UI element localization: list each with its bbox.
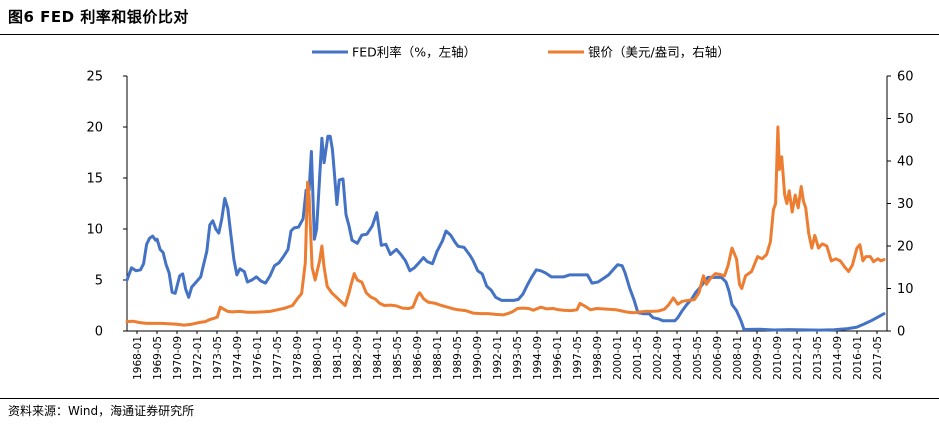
x-tick-label: 1990-09 [472,336,484,380]
x-tick-label: 2005-05 [692,336,704,380]
y-left-tick-label: 20 [86,121,103,136]
fed-rate-line [125,134,886,332]
chart-axes: 0 5 10 15 20 25 0 10 20 30 40 50 60 1968-01 1969-05 197… [86,70,913,380]
y-left-tick-label: 15 [86,172,103,187]
x-tick-label: 1998-09 [592,336,604,380]
x-tick-label: 1968-01 [132,336,144,380]
x-tick-label: 1997-05 [572,336,584,380]
x-tick-label: 1974-09 [232,336,244,380]
chart-series [125,125,886,332]
x-tick-label: 1978-09 [292,336,304,380]
x-tick-label: 1981-05 [332,336,344,380]
y-right-tick-label: 40 [897,155,914,170]
x-tick-label: 2006-09 [712,336,724,380]
x-tick-label: 1969-05 [152,336,164,380]
x-tick-label: 1989-05 [452,336,464,380]
x-tick-label: 1972-01 [192,336,204,380]
source-note: 资料来源：Wind，海通证券研究所 [8,404,195,418]
x-tick-label: 1985-05 [392,336,404,380]
x-tick-label: 1973-05 [212,336,224,380]
x-tick-label: 2002-09 [652,336,664,380]
fed-vs-silver-chart: 0 5 10 15 20 25 0 10 20 30 40 50 60 1968-01 1969-05 197… [86,45,913,380]
x-tick-label: 1980-01 [312,336,324,380]
chart-legend: FED利率（%，左轴） 银价（美元/盎司，右轴） [312,45,730,60]
figure-title: 图6 FED 利率和银价比对 [8,8,189,26]
y-right-tick-label: 60 [897,70,914,85]
legend-fed-rate-label: FED利率（%，左轴） [352,45,476,60]
title-divider [0,34,939,35]
x-tick-label: 1977-05 [272,336,284,380]
y-left-tick-label: 10 [86,223,103,238]
x-tick-label: 1986-09 [412,336,424,380]
y-left-tick-label: 5 [95,274,103,289]
x-tick-label: 1996-01 [552,336,564,380]
x-tick-label: 2004-01 [672,336,684,380]
x-tick-label: 2013-05 [812,336,824,380]
x-tick-label: 2014-09 [832,336,844,380]
x-tick-label: 2010-09 [772,336,784,380]
x-tick-label: 2012-01 [792,336,804,380]
y-right-tick-label: 50 [897,112,914,127]
x-tick-label: 1988-01 [432,336,444,380]
x-tick-label: 1976-01 [252,336,264,380]
x-tick-label: 2001-05 [632,336,644,380]
x-tick-label: 2000-01 [612,336,624,380]
y-left-tick-label: 25 [86,70,103,85]
source-divider [0,398,939,399]
legend-silver-price-label: 银价（美元/盎司，右轴） [588,45,730,60]
x-tick-label: 1994-09 [532,336,544,380]
y-right-tick-label: 0 [897,325,905,340]
x-tick-label: 1992-01 [492,336,504,380]
silver-price-line [125,125,886,327]
x-tick-label: 2016-01 [852,336,864,380]
x-tick-label: 2008-01 [732,336,744,380]
x-tick-label: 1982-09 [352,336,364,380]
y-right-tick-label: 10 [897,282,914,297]
x-tick-label: 1993-05 [512,336,524,380]
x-tick-label: 1984-01 [372,336,384,380]
y-right-tick-label: 30 [897,197,914,212]
x-tick-label: 2017-05 [872,336,884,380]
x-tick-label: 1970-09 [172,336,184,380]
x-tick-label: 2009-05 [752,336,764,380]
y-right-tick-label: 20 [897,240,914,255]
y-left-tick-label: 0 [95,325,103,340]
